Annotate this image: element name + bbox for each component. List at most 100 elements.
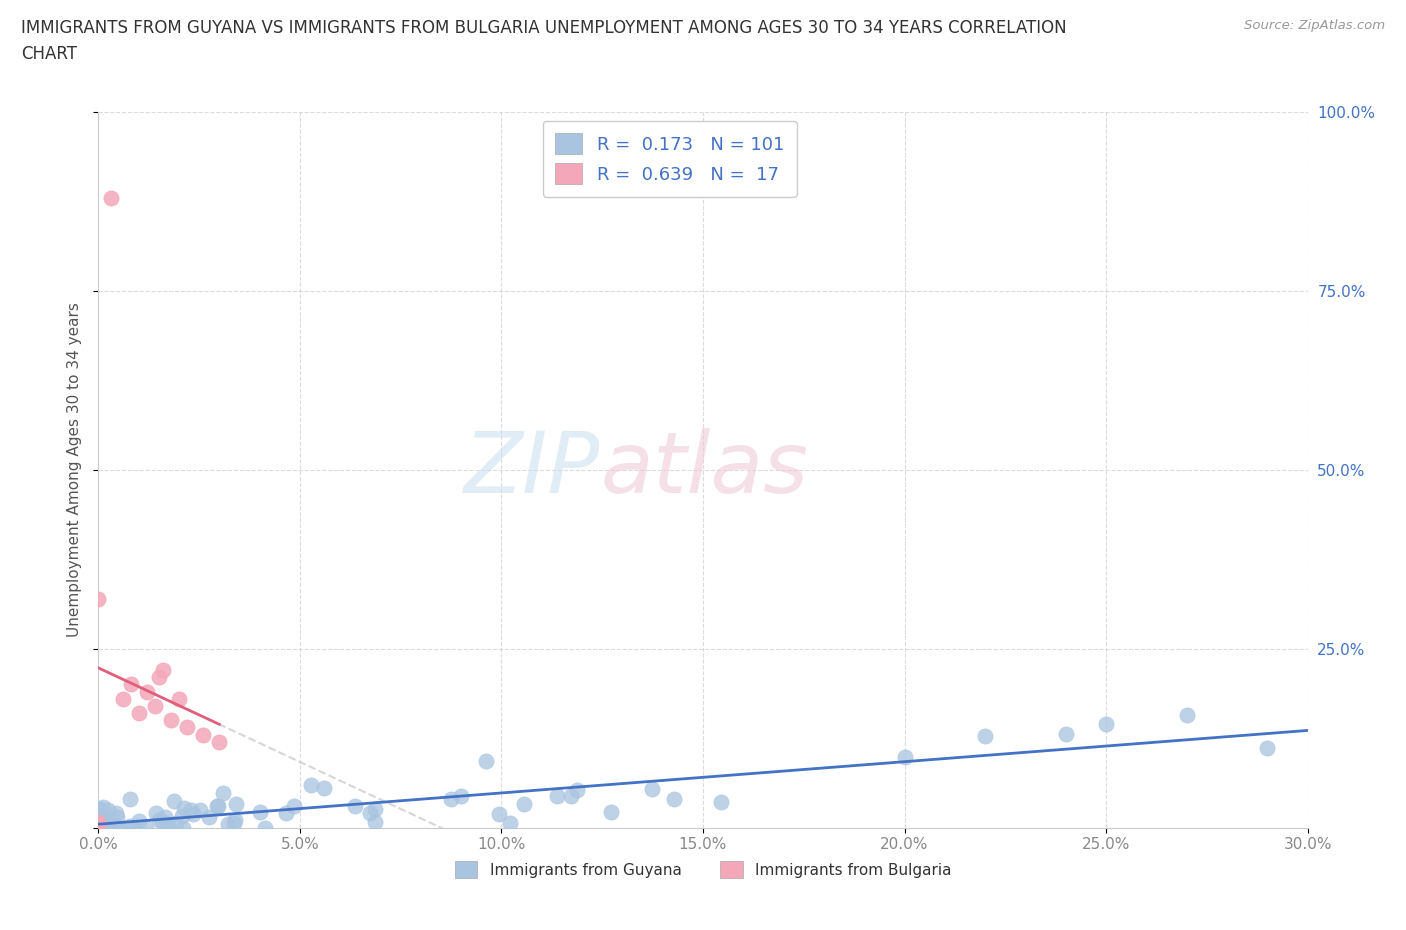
Point <box>87 820 110 835</box>
Point <box>1054 726 1077 741</box>
Point <box>105 809 128 824</box>
Point <box>93 820 115 835</box>
Point <box>974 729 997 744</box>
Point <box>283 799 305 814</box>
Point <box>145 805 167 820</box>
Point <box>364 802 387 817</box>
Point <box>100 190 122 205</box>
Point <box>87 805 110 820</box>
Point <box>87 820 110 835</box>
Point <box>176 720 198 735</box>
Text: atlas: atlas <box>600 428 808 512</box>
Point <box>173 801 195 816</box>
Point <box>90 812 112 827</box>
Point <box>359 806 381 821</box>
Point <box>224 816 246 830</box>
Point <box>87 817 110 831</box>
Point <box>710 794 733 809</box>
Point <box>135 684 157 699</box>
Point <box>97 820 120 835</box>
Point <box>87 820 110 835</box>
Point <box>163 794 186 809</box>
Point <box>128 706 150 721</box>
Point <box>212 785 235 800</box>
Point <box>108 820 131 835</box>
Point <box>225 797 247 812</box>
Point <box>893 750 915 764</box>
Point <box>128 814 150 829</box>
Point <box>97 803 120 817</box>
Point <box>101 817 124 831</box>
Point <box>87 820 110 835</box>
Point <box>87 820 110 835</box>
Point <box>135 820 157 835</box>
Point <box>208 735 231 750</box>
Point <box>90 807 112 822</box>
Point <box>156 817 179 831</box>
Point <box>93 820 115 835</box>
Point <box>87 811 110 826</box>
Point <box>193 727 215 742</box>
Point <box>450 788 472 803</box>
Point <box>148 813 170 828</box>
Point <box>94 816 117 830</box>
Text: CHART: CHART <box>21 45 77 62</box>
Point <box>100 820 122 835</box>
Point <box>118 818 141 833</box>
Point <box>105 819 128 834</box>
Point <box>167 691 190 706</box>
Point <box>111 691 134 706</box>
Point <box>1175 708 1198 723</box>
Point <box>249 804 271 819</box>
Y-axis label: Unemployment Among Ages 30 to 34 years: Unemployment Among Ages 30 to 34 years <box>67 302 83 637</box>
Point <box>560 789 582 804</box>
Point <box>87 820 110 835</box>
Point <box>87 820 110 835</box>
Point <box>314 780 336 795</box>
Point <box>87 820 110 835</box>
Point <box>440 791 463 806</box>
Point <box>87 815 110 830</box>
Point <box>89 820 111 835</box>
Point <box>299 777 322 792</box>
Point <box>89 820 111 835</box>
Point <box>87 820 110 835</box>
Point <box>120 677 142 692</box>
Point <box>641 782 664 797</box>
Point <box>97 815 120 830</box>
Point <box>254 820 277 835</box>
Point <box>96 817 118 832</box>
Point <box>343 799 366 814</box>
Point <box>104 805 127 820</box>
Point <box>90 814 112 829</box>
Point <box>474 753 496 768</box>
Text: IMMIGRANTS FROM GUYANA VS IMMIGRANTS FROM BULGARIA UNEMPLOYMENT AMONG AGES 30 TO: IMMIGRANTS FROM GUYANA VS IMMIGRANTS FRO… <box>21 19 1067 36</box>
Point <box>97 820 120 835</box>
Point <box>96 815 118 830</box>
Point <box>364 815 387 830</box>
Point <box>170 809 193 824</box>
Point <box>148 670 170 684</box>
Point <box>89 820 111 835</box>
Text: ZIP: ZIP <box>464 428 600 512</box>
Point <box>181 806 204 821</box>
Point <box>122 820 145 835</box>
Point <box>1095 716 1118 731</box>
Point <box>600 804 623 819</box>
Point <box>224 813 246 828</box>
Point <box>87 591 110 606</box>
Point <box>180 803 202 817</box>
Point <box>90 820 112 835</box>
Point <box>160 712 183 727</box>
Point <box>662 791 685 806</box>
Point <box>172 820 194 835</box>
Point <box>91 799 114 814</box>
Point <box>207 799 229 814</box>
Point <box>512 796 534 811</box>
Point <box>118 791 141 806</box>
Legend: Immigrants from Guyana, Immigrants from Bulgaria: Immigrants from Guyana, Immigrants from … <box>449 855 957 884</box>
Text: Source: ZipAtlas.com: Source: ZipAtlas.com <box>1244 19 1385 32</box>
Point <box>197 809 219 824</box>
Point <box>89 802 111 817</box>
Point <box>546 789 568 804</box>
